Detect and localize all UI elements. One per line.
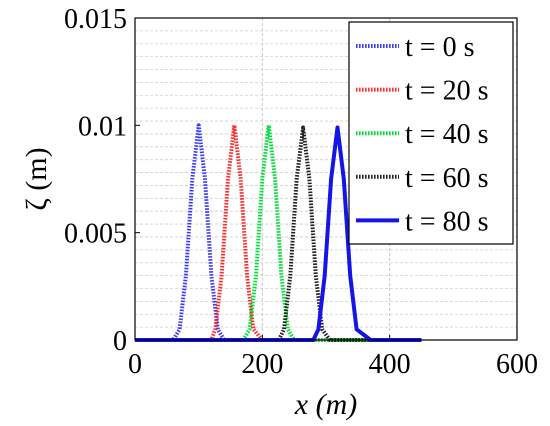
x-axis-label: x (m) <box>294 388 357 421</box>
y-tick-label: 0.01 <box>78 111 127 142</box>
legend-box <box>348 21 514 245</box>
legend-entry-label: t = 20 s <box>405 76 488 107</box>
legend-entry-label: t = 40 s <box>405 119 488 150</box>
legend-entry-label: t = 60 s <box>405 163 488 194</box>
series-line-4 <box>135 125 422 342</box>
series-line-2 <box>135 123 422 342</box>
x-tick-label: 200 <box>241 349 283 380</box>
legend-entry-label: t = 80 s <box>405 206 488 237</box>
y-tick-label: 0.005 <box>64 219 127 250</box>
y-tick-label: 0 <box>113 326 127 357</box>
y-tick-label: 0.015 <box>64 4 127 35</box>
x-tick-label: 0 <box>128 349 142 380</box>
plot-frame <box>134 17 518 341</box>
series-line-0 <box>135 123 422 342</box>
x-tick-label: 600 <box>496 349 538 380</box>
x-tick-label: 400 <box>369 349 411 380</box>
legend-entry-label: t = 0 s <box>405 32 474 63</box>
series-line-1 <box>135 123 422 342</box>
series-layer <box>135 123 422 342</box>
series-line-3 <box>135 125 422 342</box>
legend: t = 0 s t = 20 s t = 40 s t = 60 s t = 80 s <box>348 21 514 245</box>
y-axis-label: ζ (m) <box>20 147 53 210</box>
axis-ticks: 0 200 400 600 0 0.005 0.01 0.015 <box>64 4 538 380</box>
